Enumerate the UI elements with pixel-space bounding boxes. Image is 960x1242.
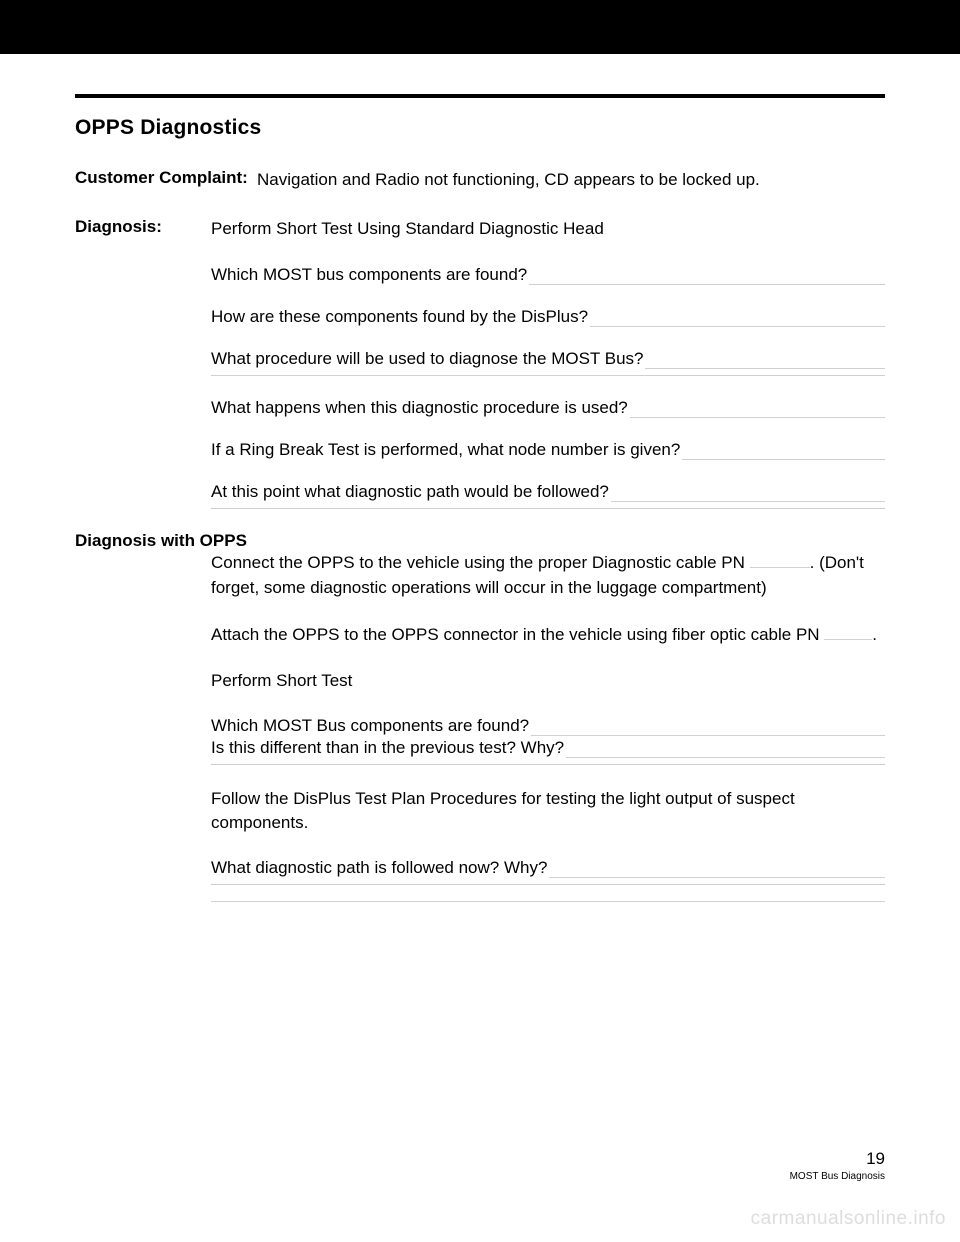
diag-q2-text: How are these components found by the Di… [211, 307, 588, 327]
blank-full-line [211, 884, 885, 885]
page-subtitle: MOST Bus Diagnosis [790, 1171, 885, 1182]
diag-q1-text: Which MOST bus components are found? [211, 265, 527, 285]
blank-full-line [211, 375, 885, 376]
content-area: OPPS Diagnostics Customer Complaint: Nav… [75, 116, 885, 902]
watermark-text: carmanualsonline.info [751, 1208, 946, 1230]
diagnosis-label: Diagnosis: [75, 217, 211, 237]
opps-p4: Follow the DisPlus Test Plan Procedures … [211, 787, 885, 836]
complaint-label: Customer Complaint: [75, 168, 257, 188]
blank-line [645, 355, 885, 369]
opps-q2: Is this different than in the previous t… [211, 738, 885, 758]
blank-inline [824, 639, 872, 640]
blank-line [549, 864, 885, 878]
opps-q1: Which MOST Bus components are found? [211, 716, 885, 736]
diagnosis-questions: Which MOST bus components are found? How… [211, 265, 885, 509]
diag-q3-text: What procedure will be used to diagnose … [211, 349, 643, 369]
blank-full-line [211, 508, 885, 509]
opps-p2a: Attach the OPPS to the OPPS connector in… [211, 625, 824, 644]
diag-q5: If a Ring Break Test is performed, what … [211, 440, 885, 460]
diag-q4-text: What happens when this diagnostic proced… [211, 398, 628, 418]
blank-line [590, 313, 885, 327]
diagnosis-lead: Perform Short Test Using Standard Diagno… [211, 217, 604, 242]
blank-line [566, 744, 885, 758]
diagnosis-row: Diagnosis: Perform Short Test Using Stan… [75, 217, 885, 242]
opps-p2b: . [872, 625, 877, 644]
opps-q2-text: Is this different than in the previous t… [211, 738, 564, 758]
opps-p3: Perform Short Test [211, 669, 885, 694]
page-number: 19 [790, 1149, 885, 1169]
top-black-bar [0, 0, 960, 54]
complaint-text: Navigation and Radio not functioning, CD… [257, 168, 760, 193]
opps-p1: Connect the OPPS to the vehicle using th… [211, 551, 885, 600]
blank-inline [750, 567, 810, 568]
blank-line [611, 488, 885, 502]
page-title: OPPS Diagnostics [75, 116, 885, 140]
diag-q4: What happens when this diagnostic proced… [211, 398, 885, 418]
opps-block: Connect the OPPS to the vehicle using th… [211, 551, 885, 902]
opps-p2: Attach the OPPS to the OPPS connector in… [211, 623, 885, 648]
opps-q1-text: Which MOST Bus components are found? [211, 716, 529, 736]
page-footer: 19 MOST Bus Diagnosis [790, 1149, 885, 1182]
opps-p1a: Connect the OPPS to the vehicle using th… [211, 553, 750, 572]
blank-line [531, 722, 885, 736]
horizontal-rule [75, 94, 885, 98]
blank-line [529, 271, 885, 285]
opps-heading: Diagnosis with OPPS [75, 531, 885, 551]
diag-q1: Which MOST bus components are found? [211, 265, 885, 285]
blank-full-line [211, 764, 885, 765]
diag-q5-text: If a Ring Break Test is performed, what … [211, 440, 680, 460]
blank-line [630, 404, 885, 418]
diag-q6: At this point what diagnostic path would… [211, 482, 885, 502]
blank-full-line [211, 901, 885, 902]
opps-q3-text: What diagnostic path is followed now? Wh… [211, 858, 547, 878]
diag-q2: How are these components found by the Di… [211, 307, 885, 327]
opps-q3: What diagnostic path is followed now? Wh… [211, 858, 885, 878]
complaint-row: Customer Complaint: Navigation and Radio… [75, 168, 885, 193]
diag-q6-text: At this point what diagnostic path would… [211, 482, 609, 502]
blank-line [682, 446, 885, 460]
diag-q3: What procedure will be used to diagnose … [211, 349, 885, 369]
page-root: OPPS Diagnostics Customer Complaint: Nav… [0, 0, 960, 1242]
